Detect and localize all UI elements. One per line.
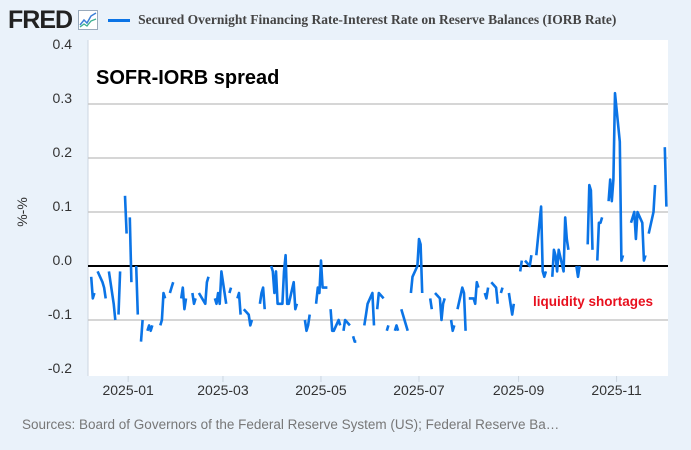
series-line-segment-31 xyxy=(428,298,434,310)
series-line-segment-37 xyxy=(490,281,499,304)
x-tick-label: 2025-01 xyxy=(102,382,154,398)
sources-note: Sources: Board of Governors of the Feder… xyxy=(22,417,560,432)
series-line-segment-15 xyxy=(228,287,233,294)
series-line-segment-34 xyxy=(456,286,467,331)
series-line-segment-22 xyxy=(329,309,342,333)
series-line-segment-39 xyxy=(507,292,516,316)
graph-icon xyxy=(78,10,99,30)
series-line-segment-26 xyxy=(375,291,385,310)
series-line-segment-17 xyxy=(242,308,254,327)
series-line-segment-11 xyxy=(179,286,188,311)
series-line-segment-44 xyxy=(575,265,581,279)
y-tick-label: 0.3 xyxy=(53,90,73,106)
series-line-segment-49 xyxy=(647,184,657,234)
series-line-segment-3 xyxy=(117,271,122,315)
series-line-segment-50 xyxy=(663,147,668,207)
series-line-segment-29 xyxy=(400,308,409,332)
series-line-segment-19 xyxy=(269,253,299,311)
x-tick-label: 2025-03 xyxy=(197,382,249,398)
series-line-segment-46 xyxy=(596,217,604,261)
series-line-segment-24 xyxy=(351,335,357,343)
series-line-segment-42 xyxy=(535,205,548,279)
series-line-segment-6 xyxy=(134,265,140,315)
series-line-segment-12 xyxy=(191,292,197,306)
series-line-segment-5 xyxy=(128,217,133,283)
series-line-segment-20 xyxy=(303,314,311,333)
series-line-segment-16 xyxy=(236,291,242,315)
series-line-segment-40 xyxy=(518,260,524,272)
x-tick-label: 2025-11 xyxy=(591,382,642,398)
series-line-segment-30 xyxy=(409,237,424,294)
series-line-segment-23 xyxy=(342,318,351,331)
series-line-segment-36 xyxy=(483,287,490,300)
series-line-segment-28 xyxy=(393,324,400,332)
y-tick-label: -0.2 xyxy=(48,360,72,376)
legend-label: Secured Overnight Financing Rate-Interes… xyxy=(138,12,617,27)
series-line-segment-9 xyxy=(159,291,167,326)
y-tick-label: 0.4 xyxy=(53,36,73,52)
series-line-segment-47 xyxy=(607,91,625,262)
series-line-segment-33 xyxy=(449,319,456,333)
series-line-segment-25 xyxy=(363,291,376,326)
y-tick-label: 0.0 xyxy=(53,252,73,268)
series-line-segment-35 xyxy=(468,280,480,306)
series-line-segment-48 xyxy=(629,210,647,262)
series-line-segment-18 xyxy=(258,286,266,310)
series-line-segment-41 xyxy=(524,255,533,268)
series-line-segment-4 xyxy=(123,195,128,234)
header: FRED Secured Overnight Financing Rate-In… xyxy=(8,6,616,34)
legend-swatch xyxy=(108,18,131,22)
annotation-liquidity-shortages: liquidity shortages xyxy=(533,294,653,309)
x-tick-label: 2025-07 xyxy=(393,382,445,398)
series-line-segment-0 xyxy=(89,276,96,300)
series-line-segment-14 xyxy=(213,270,228,306)
series-line-segment-43 xyxy=(551,216,570,277)
plot-area xyxy=(88,40,668,376)
series-line-segment-1 xyxy=(96,270,107,299)
y-tick-label: 0.1 xyxy=(53,198,73,214)
series-line-segment-10 xyxy=(168,281,175,294)
series-line-segment-21 xyxy=(314,259,328,304)
fred-logo[interactable]: FRED xyxy=(8,5,73,34)
series-line-segment-45 xyxy=(586,183,594,250)
y-axis-label: %-% xyxy=(14,197,30,227)
series-line-segment-7 xyxy=(139,319,144,342)
x-tick-label: 2025-09 xyxy=(493,382,545,398)
series-line-segment-2 xyxy=(107,271,117,321)
series-line-segment-27 xyxy=(385,325,390,332)
y-tick-label: -0.1 xyxy=(48,306,72,322)
y-tick-label: 0.2 xyxy=(53,144,73,160)
x-tick-label: 2025-05 xyxy=(295,382,347,398)
series-line-segment-38 xyxy=(499,287,504,294)
series-line-segment-32 xyxy=(434,292,446,322)
series-line-segment-8 xyxy=(146,324,154,333)
series-line-segment-13 xyxy=(197,276,210,306)
annotation-title: SOFR-IORB spread xyxy=(96,67,279,89)
